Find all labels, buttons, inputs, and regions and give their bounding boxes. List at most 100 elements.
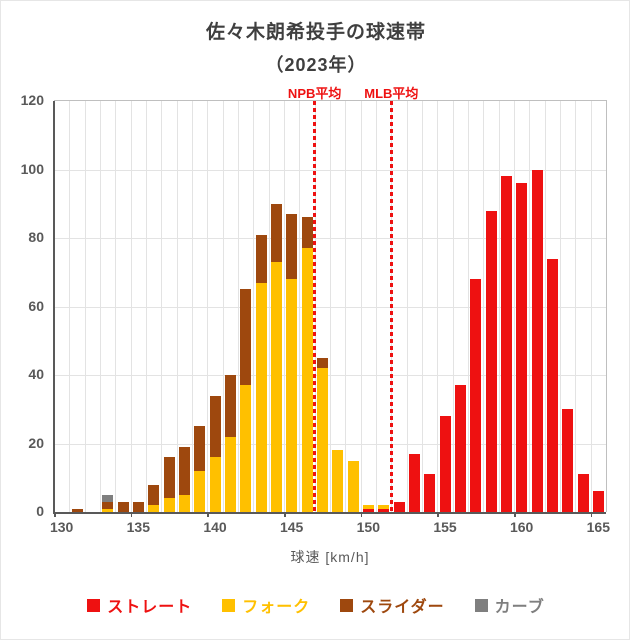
bar-segment-スライダー — [209, 395, 221, 458]
x-axis-line — [53, 512, 606, 514]
bar-segment-スライダー — [132, 501, 144, 512]
bar-segment-ストレート — [424, 474, 436, 512]
bar-segment-フォーク — [163, 498, 175, 512]
bar-segment-ストレート — [378, 508, 390, 512]
bar-segment-ストレート — [393, 501, 405, 512]
x-tick-mark — [360, 512, 363, 517]
legend-item-フォーク: フォーク — [222, 593, 310, 617]
x-tick-mark — [514, 512, 516, 517]
horizontal-gridline — [54, 375, 606, 376]
bar-segment-フォーク — [332, 450, 344, 512]
x-tick-label: 140 — [203, 519, 227, 535]
bar-segment-スライダー — [255, 234, 267, 283]
bar-segment-ストレート — [577, 474, 589, 512]
horizontal-gridline — [54, 306, 606, 308]
horizontal-gridline — [54, 443, 606, 445]
bar-segment-スライダー — [148, 484, 160, 506]
y-tick-label: 80 — [28, 229, 44, 245]
x-tick-mark — [284, 512, 286, 517]
bar-segment-フォーク — [224, 436, 236, 512]
legend-swatch-icon — [474, 598, 488, 612]
average-line — [389, 101, 393, 512]
bar-segment-ストレート — [439, 416, 451, 512]
bar-segment-スライダー — [286, 214, 298, 280]
bar-segment-ストレート — [485, 210, 497, 512]
bar-segment-ストレート — [516, 183, 528, 512]
bar-segment-ストレート — [531, 169, 543, 512]
legend-label: カーブ — [494, 599, 545, 616]
y-tick-label: 60 — [28, 297, 44, 314]
bar-segment-スライダー — [316, 357, 328, 369]
legend-item-カーブ: カーブ — [474, 593, 545, 617]
x-tick-label: 150 — [356, 519, 381, 535]
x-tick-mark — [54, 512, 56, 517]
legend: ストレート フォーク スライダー カーブ — [1, 593, 629, 617]
bar-segment-ストレート — [362, 508, 374, 512]
bar-segment-フォーク — [178, 494, 190, 512]
x-tick-label: 155 — [433, 519, 457, 535]
bar-segment-フォーク — [316, 368, 328, 512]
chart-subtitle: （2023年） — [265, 55, 367, 75]
bar-segment-スライダー — [178, 446, 190, 495]
bar-segment-スライダー — [163, 457, 175, 499]
bar-segment-フォーク — [240, 385, 252, 512]
bar-segment-ストレート — [500, 176, 512, 512]
average-line — [313, 101, 317, 512]
legend-item-ストレート: ストレート — [87, 593, 192, 617]
bar-segment-フォーク — [194, 470, 206, 512]
legend-item-スライダー: スライダー — [340, 593, 444, 617]
x-tick-mark — [207, 512, 209, 517]
horizontal-gridline — [54, 169, 606, 171]
bar-segment-フォーク — [209, 457, 221, 512]
plot-area — [53, 100, 607, 514]
bar-segment-フォーク — [347, 460, 359, 512]
x-tick-label: 145 — [279, 519, 304, 535]
x-tick-label: 160 — [509, 519, 534, 535]
bar-segment-フォーク — [286, 279, 298, 512]
bar-segment-スライダー — [194, 426, 206, 471]
legend-swatch-icon — [87, 598, 101, 612]
bar-segment-スライダー — [71, 508, 83, 512]
bar-segment-スライダー — [270, 203, 282, 262]
y-tick-label: 20 — [28, 434, 44, 451]
bar-segment-フォーク — [270, 261, 282, 512]
y-axis-line — [53, 101, 55, 512]
x-axis-title: 球速 [km/h] — [290, 549, 370, 565]
bar-segment-フォーク — [102, 508, 114, 512]
chart-title: 佐々木朗希投手の球速帯 — [205, 22, 426, 43]
legend-swatch-icon — [222, 598, 236, 612]
y-tick-label: 0 — [36, 503, 44, 519]
bar-segment-スライダー — [224, 375, 236, 437]
horizontal-gridline — [54, 238, 606, 239]
bar-segment-ストレート — [592, 491, 604, 512]
legend-swatch-icon — [340, 598, 354, 612]
bar-segment-ストレート — [454, 385, 466, 512]
x-tick-label: 135 — [126, 519, 151, 535]
bar-segment-フォーク — [378, 505, 390, 509]
bar-segment-フォーク — [301, 248, 313, 512]
legend-label: スライダー — [360, 599, 445, 616]
y-tick-label: 40 — [28, 366, 44, 382]
bar-segment-ストレート — [470, 279, 482, 512]
bar-segment-スライダー — [240, 289, 252, 386]
bar-segment-カーブ — [102, 494, 114, 502]
bar-segment-フォーク — [148, 505, 160, 512]
bar-segment-フォーク — [255, 282, 267, 512]
bar-segment-ストレート — [546, 258, 558, 512]
bar-segment-ストレート — [562, 409, 574, 512]
x-tick-label: 130 — [49, 519, 74, 535]
bar-segment-スライダー — [117, 501, 129, 512]
y-tick-label: 120 — [20, 92, 44, 108]
bar-segment-スライダー — [301, 217, 313, 249]
bar-segment-ストレート — [408, 453, 420, 512]
y-tick-label: 100 — [20, 160, 44, 177]
legend-label: フォーク — [242, 599, 311, 616]
x-tick-mark — [437, 512, 439, 517]
x-tick-mark — [590, 512, 593, 517]
average-line-label: MLB平均 — [364, 86, 419, 101]
average-line-label: NPB平均 — [287, 86, 342, 101]
x-tick-mark — [130, 512, 133, 517]
x-tick-label: 165 — [586, 519, 611, 535]
legend-label: ストレート — [107, 599, 193, 616]
